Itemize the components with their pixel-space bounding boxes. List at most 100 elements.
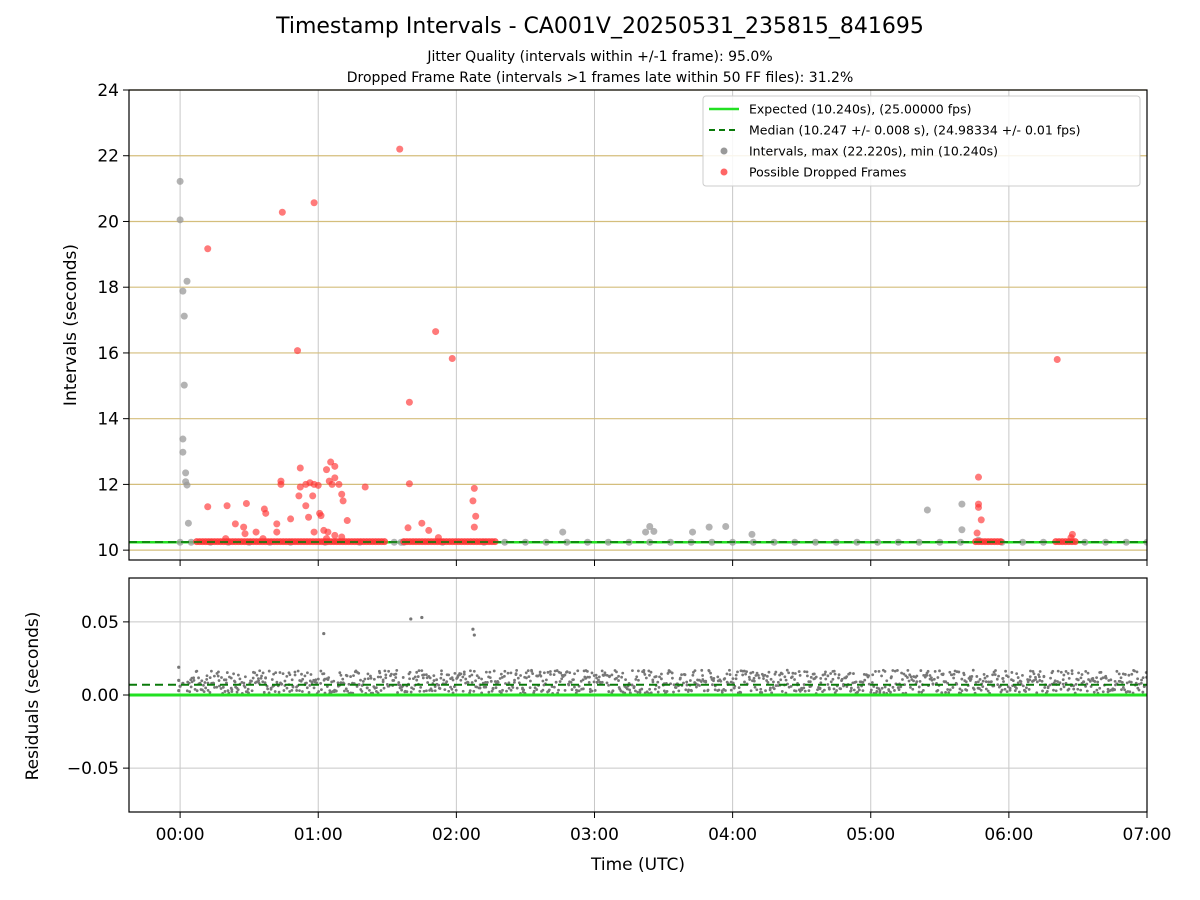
residual-point bbox=[685, 680, 689, 684]
residual-point bbox=[766, 680, 770, 684]
residual-point bbox=[220, 676, 223, 679]
residual-point bbox=[319, 682, 323, 685]
residual-point bbox=[809, 675, 813, 679]
residual-point bbox=[671, 676, 674, 680]
residual-point bbox=[869, 688, 873, 692]
residual-point bbox=[474, 679, 477, 683]
dropped-frame-point bbox=[469, 497, 477, 505]
residual-point bbox=[1109, 678, 1113, 682]
residual-point bbox=[1035, 680, 1039, 684]
residual-point bbox=[897, 688, 901, 691]
residual-point bbox=[912, 679, 915, 683]
residual-point bbox=[424, 673, 428, 677]
residual-point bbox=[624, 678, 627, 682]
residual-point bbox=[258, 669, 262, 673]
residual-point bbox=[1016, 681, 1020, 685]
residual-point bbox=[941, 672, 945, 676]
residual-point bbox=[560, 677, 564, 681]
residual-point bbox=[359, 678, 362, 682]
residual-point bbox=[1125, 681, 1129, 685]
residual-point bbox=[542, 671, 546, 675]
residual-point bbox=[432, 679, 436, 682]
residual-point bbox=[461, 689, 465, 693]
residual-point bbox=[741, 673, 745, 677]
residual-point bbox=[274, 671, 278, 675]
residual-point bbox=[571, 678, 575, 682]
residual-point bbox=[734, 677, 738, 681]
residual-point bbox=[409, 690, 413, 694]
bottom-ytick-label: −0.05 bbox=[67, 759, 119, 779]
residual-point bbox=[637, 669, 640, 673]
residual-point bbox=[538, 670, 542, 674]
residual-point bbox=[848, 671, 852, 675]
residual-point bbox=[501, 688, 504, 692]
residual-point bbox=[607, 683, 610, 687]
residual-point bbox=[997, 674, 1000, 678]
residual-point bbox=[200, 688, 204, 692]
interval-point bbox=[770, 538, 778, 546]
residual-point bbox=[978, 677, 982, 681]
legend-dropped-swatch bbox=[720, 168, 728, 176]
residual-point bbox=[648, 673, 651, 677]
residual-point bbox=[507, 686, 511, 690]
residual-point bbox=[405, 690, 409, 694]
residual-point bbox=[563, 673, 567, 677]
residual-point bbox=[712, 677, 716, 680]
residual-point bbox=[729, 688, 733, 692]
interval-point bbox=[176, 177, 184, 185]
residual-point bbox=[857, 688, 861, 692]
residual-point bbox=[1008, 686, 1012, 690]
residual-point bbox=[242, 681, 246, 685]
residual-point bbox=[346, 689, 349, 693]
legend-entry-label: Median (10.247 +/- 0.008 s), (24.98334 +… bbox=[749, 123, 1080, 138]
dropped-frame-point bbox=[323, 535, 331, 543]
interval-point bbox=[179, 435, 187, 443]
residual-point bbox=[369, 674, 372, 678]
interval-point bbox=[748, 530, 756, 538]
residual-point bbox=[701, 674, 704, 677]
residual-point bbox=[660, 672, 663, 676]
residual-point bbox=[901, 678, 904, 681]
residual-point bbox=[343, 689, 346, 693]
residual-point bbox=[295, 689, 299, 692]
residual-point bbox=[544, 678, 548, 682]
residual-point bbox=[1043, 686, 1047, 689]
residual-point bbox=[428, 676, 432, 680]
residual-point bbox=[1070, 669, 1074, 673]
residual-point bbox=[608, 675, 611, 679]
chart-subtitle-jitter: Jitter Quality (intervals within +/-1 fr… bbox=[427, 49, 773, 65]
dropped-frame-point bbox=[361, 483, 369, 491]
residual-point bbox=[384, 673, 388, 677]
residual-point bbox=[579, 679, 583, 683]
residual-point bbox=[1005, 690, 1009, 694]
residual-point bbox=[749, 671, 753, 675]
residual-point bbox=[1135, 670, 1139, 674]
residual-point bbox=[699, 680, 703, 683]
residual-point bbox=[211, 681, 215, 685]
x-tick-label: 04:00 bbox=[708, 825, 757, 845]
residual-point bbox=[269, 686, 273, 690]
interval-point bbox=[563, 538, 571, 546]
residual-point bbox=[1115, 669, 1119, 673]
residual-point bbox=[529, 679, 532, 683]
residual-point bbox=[394, 676, 398, 679]
residual-point bbox=[1042, 674, 1046, 678]
residual-point bbox=[789, 685, 793, 688]
interval-point bbox=[646, 522, 654, 530]
residual-point bbox=[755, 688, 759, 692]
residual-point bbox=[752, 676, 756, 680]
residual-point bbox=[208, 676, 212, 680]
residual-point bbox=[644, 676, 648, 680]
residual-point bbox=[352, 674, 355, 678]
residual-point bbox=[1123, 673, 1127, 676]
residual-point bbox=[236, 688, 240, 692]
residual-point bbox=[525, 676, 528, 680]
dropped-frame-point bbox=[418, 519, 426, 527]
residual-point bbox=[940, 691, 944, 695]
residual-point bbox=[210, 669, 213, 673]
residual-point bbox=[757, 676, 761, 680]
residual-point bbox=[1130, 672, 1134, 676]
x-tick-label: 06:00 bbox=[984, 825, 1033, 845]
residual-point bbox=[1029, 669, 1032, 673]
residual-point bbox=[1093, 680, 1097, 683]
